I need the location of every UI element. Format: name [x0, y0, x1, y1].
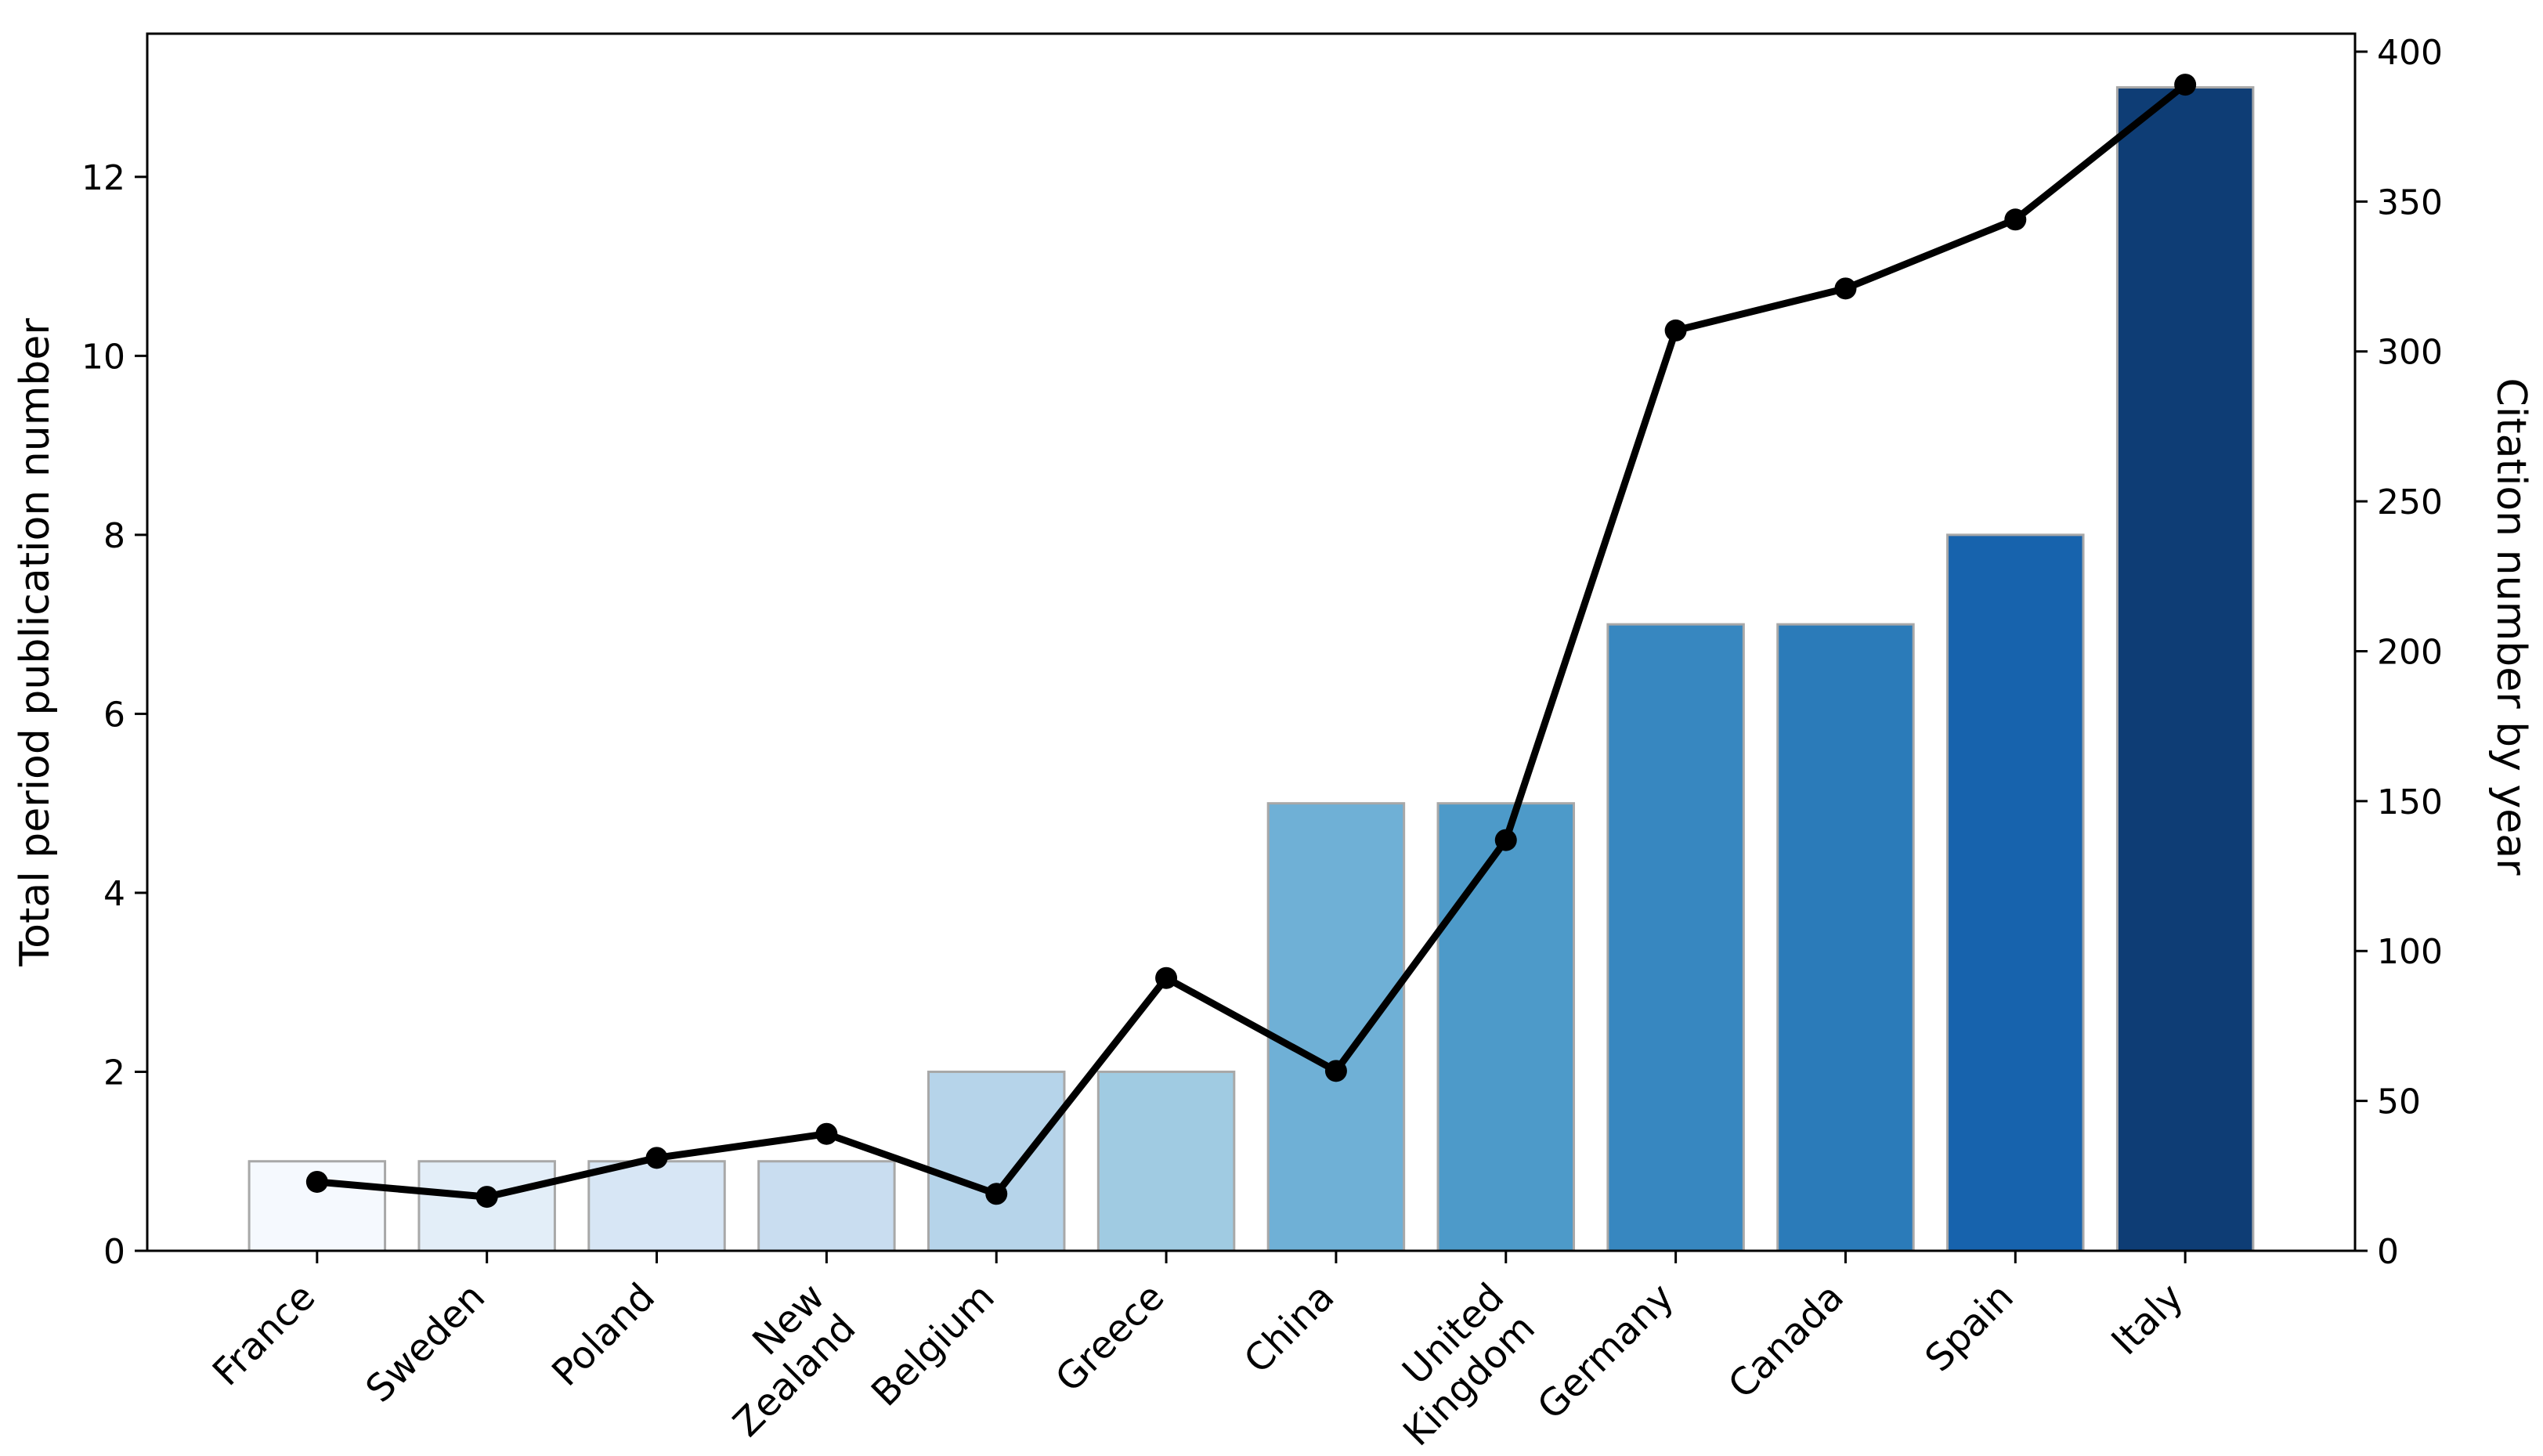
point-united-kingdom [1494, 829, 1517, 851]
left-tick-label: 6 [103, 695, 125, 735]
right-tick-label: 150 [2377, 782, 2443, 822]
right-tick-label: 0 [2377, 1232, 2399, 1272]
bar-united-kingdom [1436, 802, 1576, 1252]
left-tick-label: 10 [81, 337, 125, 377]
bar-belgium [927, 1070, 1066, 1252]
point-italy [2174, 74, 2197, 96]
right-tick-label: 200 [2377, 632, 2443, 672]
left-tick-label: 8 [103, 516, 125, 556]
x-tick-label-canada: Canada [1720, 1275, 1852, 1407]
point-spain [2004, 208, 2027, 231]
left-tick-label: 0 [103, 1232, 125, 1272]
bar-greece [1096, 1070, 1236, 1252]
plot-border [146, 32, 2357, 1252]
right-tick-label: 50 [2377, 1082, 2421, 1122]
x-tick-label-belgium: Belgium [863, 1275, 1003, 1415]
x-tick-label-spain: Spain [1916, 1275, 2021, 1380]
point-china [1324, 1060, 1347, 1082]
left-axis-title: Total period publication number [12, 318, 59, 966]
left-tick-label: 4 [103, 874, 125, 914]
x-tick-label-united-kingdom: UnitedKingdom [1364, 1275, 1544, 1454]
point-new-zealand [815, 1122, 838, 1145]
point-belgium [985, 1183, 1008, 1205]
x-tick-label-germany: Germany [1529, 1275, 1682, 1429]
bar-poland [587, 1160, 726, 1252]
right-tick-label: 250 [2377, 482, 2443, 522]
x-tick-label-china: China [1236, 1275, 1343, 1382]
left-tick-label: 12 [81, 158, 125, 198]
right-axis-title: Citation number by year [2487, 378, 2534, 876]
point-sweden [475, 1186, 498, 1209]
right-tick-label: 350 [2377, 182, 2443, 222]
bar-canada [1776, 623, 1915, 1252]
bar-spain [1946, 533, 2085, 1252]
bar-germany [1606, 623, 1745, 1252]
x-tick-label-italy: Italy [2103, 1275, 2191, 1364]
x-tick-label-poland: Poland [544, 1275, 663, 1395]
citation-line [313, 81, 2189, 1201]
point-greece [1155, 966, 1178, 989]
bar-new-zealand [757, 1160, 896, 1252]
point-canada [1834, 277, 1857, 300]
right-tick-label: 400 [2377, 33, 2443, 73]
point-france [305, 1170, 328, 1193]
left-tick-label: 2 [103, 1053, 125, 1093]
x-tick-label-new-zealand: NewZealand [694, 1275, 864, 1445]
bar-china [1266, 802, 1406, 1252]
bar-italy [2115, 86, 2255, 1252]
right-tick-label: 100 [2377, 932, 2443, 972]
point-germany [1664, 319, 1687, 341]
x-tick-label-france: France [204, 1275, 323, 1394]
point-poland [645, 1147, 668, 1169]
x-tick-label-greece: Greece [1047, 1275, 1172, 1400]
right-tick-label: 300 [2377, 333, 2443, 373]
x-tick-label-sweden: Sweden [357, 1275, 493, 1411]
